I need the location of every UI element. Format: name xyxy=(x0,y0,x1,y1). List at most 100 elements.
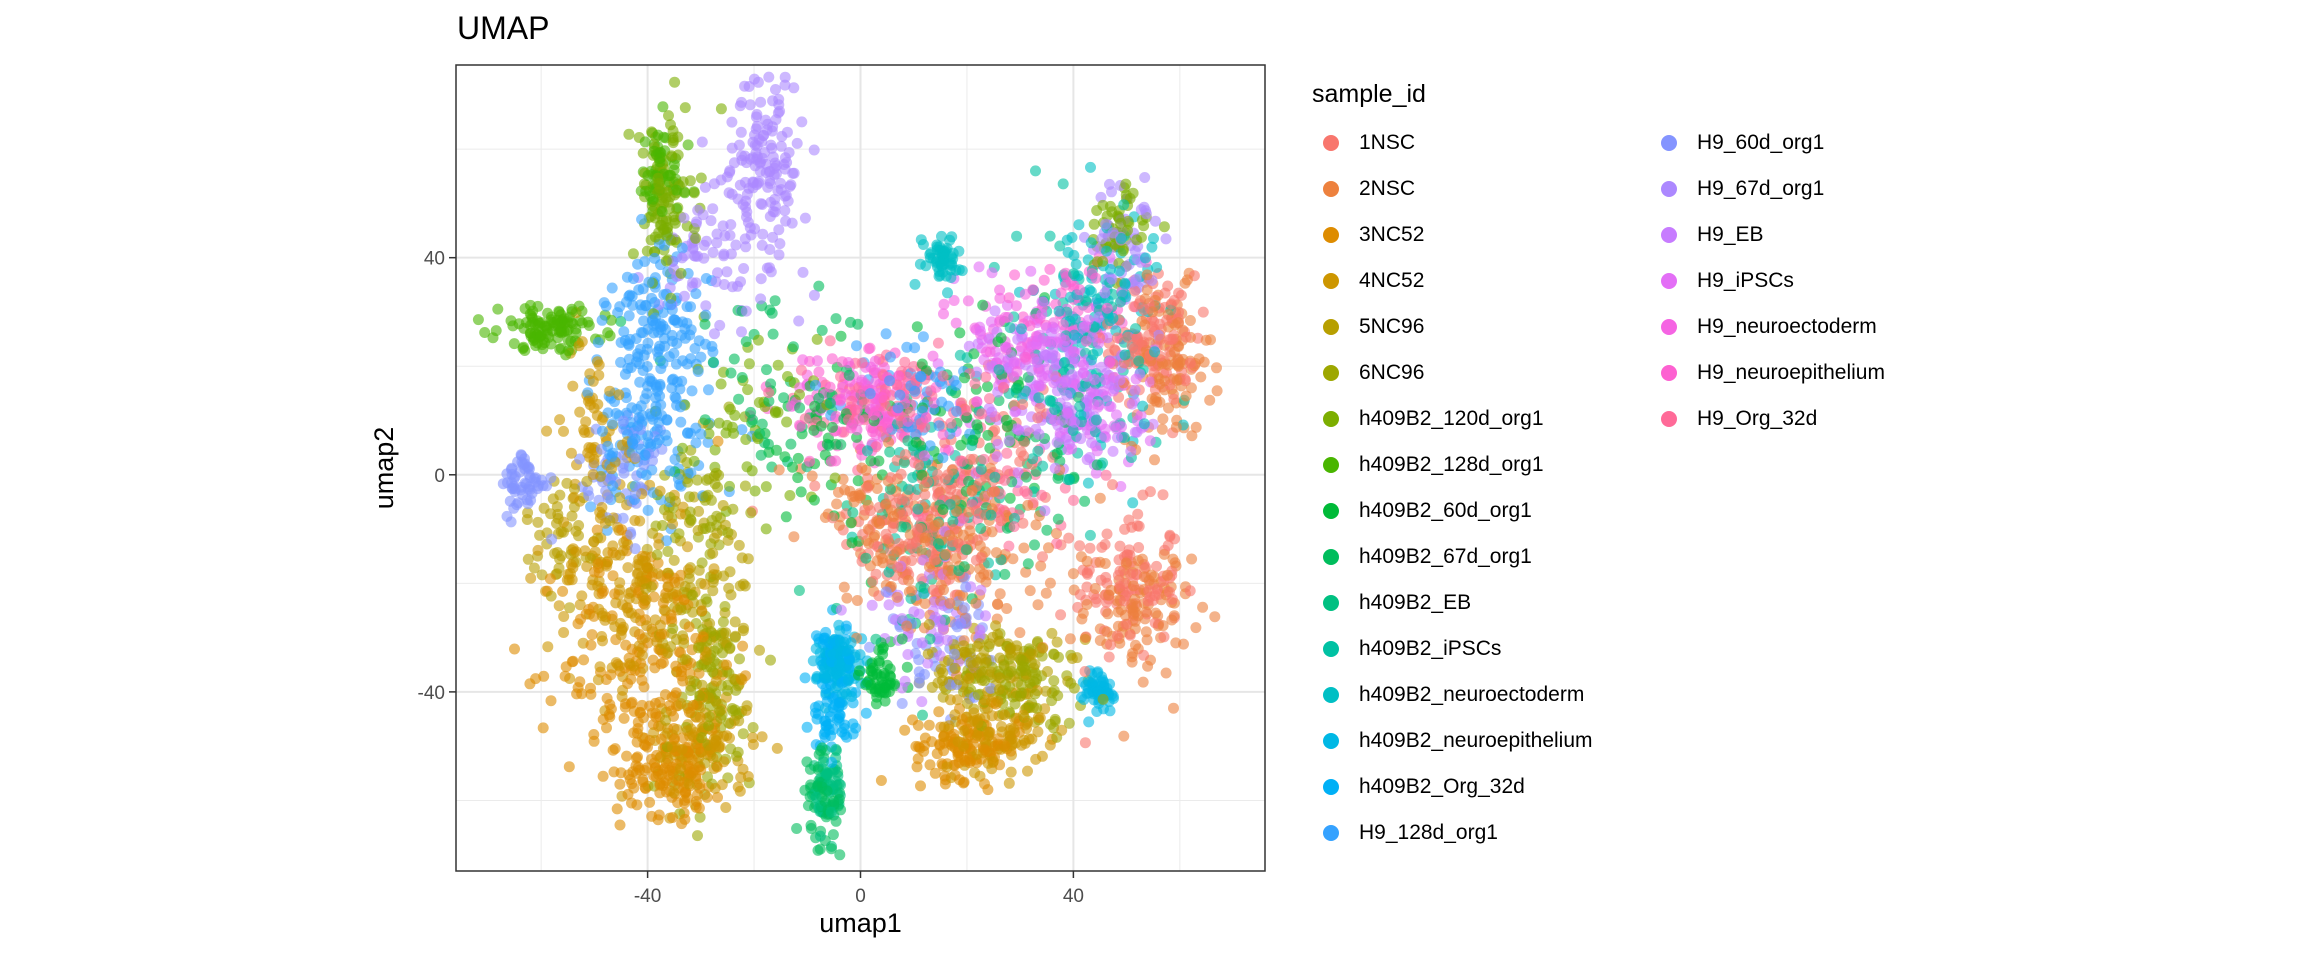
point xyxy=(694,711,706,723)
point xyxy=(1180,390,1192,402)
point xyxy=(1157,620,1169,632)
point xyxy=(1032,726,1044,738)
point xyxy=(522,553,534,565)
point xyxy=(891,591,903,603)
point xyxy=(1091,293,1103,305)
point xyxy=(999,341,1011,353)
point xyxy=(684,506,696,518)
point xyxy=(1146,241,1158,253)
point xyxy=(525,299,536,311)
point xyxy=(637,147,649,159)
point xyxy=(692,366,704,377)
point xyxy=(701,791,713,803)
point xyxy=(1042,666,1053,677)
point xyxy=(1032,445,1044,457)
point xyxy=(676,242,688,254)
point xyxy=(701,235,712,247)
point xyxy=(912,503,924,515)
point xyxy=(558,627,570,638)
point xyxy=(763,395,775,407)
point xyxy=(1162,569,1173,581)
point xyxy=(991,451,1003,463)
point xyxy=(915,780,926,792)
point xyxy=(1160,233,1172,245)
point xyxy=(640,299,652,311)
point xyxy=(1052,472,1064,484)
point xyxy=(648,770,660,782)
point xyxy=(1040,685,1052,697)
point xyxy=(592,398,604,410)
point xyxy=(638,315,650,327)
point xyxy=(1158,548,1170,560)
point xyxy=(725,367,737,379)
point xyxy=(740,305,752,317)
point xyxy=(1157,413,1169,425)
point xyxy=(1051,636,1063,648)
point xyxy=(1068,329,1080,341)
point xyxy=(646,810,658,822)
point xyxy=(927,350,939,362)
point xyxy=(971,396,983,408)
point xyxy=(1008,512,1020,524)
point xyxy=(1082,568,1093,580)
point xyxy=(628,705,640,717)
point xyxy=(877,642,889,653)
point xyxy=(664,465,676,477)
point xyxy=(695,351,707,363)
point xyxy=(802,800,814,812)
point xyxy=(738,263,750,274)
point xyxy=(734,653,745,665)
point xyxy=(1052,690,1064,702)
point xyxy=(1126,656,1138,668)
point xyxy=(702,489,714,501)
point xyxy=(751,151,763,163)
point xyxy=(950,552,962,564)
point xyxy=(699,338,711,350)
point xyxy=(654,696,666,708)
point xyxy=(1127,647,1139,659)
point xyxy=(522,507,534,519)
point xyxy=(996,721,1007,732)
point xyxy=(827,829,839,841)
point xyxy=(826,756,838,768)
point xyxy=(1173,360,1184,372)
point xyxy=(604,330,616,342)
point xyxy=(528,562,540,574)
point xyxy=(1135,409,1147,421)
point xyxy=(628,273,639,285)
point xyxy=(679,102,691,114)
point xyxy=(937,675,948,686)
point xyxy=(638,459,650,471)
point xyxy=(761,364,772,376)
point xyxy=(937,452,949,464)
point xyxy=(994,284,1006,296)
point xyxy=(973,261,985,273)
point xyxy=(1140,626,1152,638)
point xyxy=(752,334,764,346)
point xyxy=(1030,519,1042,531)
point xyxy=(714,319,726,331)
point xyxy=(984,462,996,474)
point xyxy=(1090,593,1102,605)
point xyxy=(1057,178,1069,190)
point xyxy=(596,314,608,326)
point xyxy=(817,756,829,768)
point xyxy=(508,473,520,485)
point xyxy=(572,682,584,694)
point xyxy=(813,366,825,378)
point xyxy=(883,599,895,611)
point xyxy=(1081,599,1093,610)
point xyxy=(929,767,941,779)
point xyxy=(1169,557,1181,569)
point xyxy=(1118,199,1130,211)
point xyxy=(853,414,865,426)
point xyxy=(903,538,915,550)
point xyxy=(542,307,554,319)
point xyxy=(990,547,1002,559)
point xyxy=(833,519,845,531)
point xyxy=(856,374,868,386)
point xyxy=(766,307,778,319)
point xyxy=(1036,650,1048,662)
point xyxy=(1049,404,1061,415)
point xyxy=(574,406,586,418)
